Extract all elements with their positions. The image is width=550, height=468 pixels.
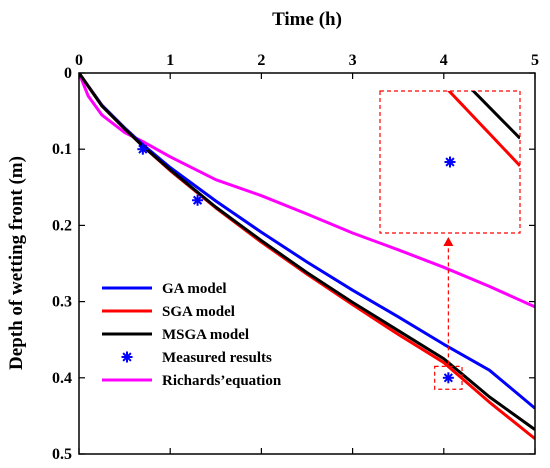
- legend-item-sga-model: SGA model: [102, 304, 235, 320]
- zoom-inset: [379, 0, 521, 390]
- y-axis-title: Depth of wetting front (m): [6, 156, 27, 370]
- y-tick-label: 0.5: [52, 446, 72, 463]
- y-tick-label: 0.3: [52, 294, 72, 311]
- measured-point-3: [442, 372, 454, 384]
- plot-frame: [78, 72, 536, 455]
- y-tick-label: 0.2: [52, 217, 72, 234]
- x-axis-title: Time (h): [272, 9, 342, 30]
- inset-series: [380, 0, 520, 167]
- legend-label: Richards’equation: [162, 373, 282, 389]
- zoom-source-box: [434, 365, 463, 390]
- inset-line-ga-model: [380, 0, 520, 18]
- measured-point-1: [137, 143, 149, 155]
- x-tick-label: 0: [75, 52, 83, 69]
- x-tick-label: 1: [166, 52, 174, 69]
- inset-measured-point: [444, 156, 456, 168]
- y-ticks: 0 0.1 0.2 0.3 0.4 0.5: [52, 65, 535, 463]
- y-tick-label: 0: [64, 65, 72, 82]
- legend-label: SGA model: [162, 304, 235, 320]
- y-tick-label: 0.4: [52, 370, 72, 387]
- inset-line-msga-model: [471, 91, 520, 140]
- x-tick-label: 5: [531, 52, 539, 69]
- legend-marker-icon: [121, 351, 133, 363]
- x-tick-label: 4: [440, 52, 448, 69]
- y-tick-label: 0.1: [52, 141, 72, 158]
- series-line-msga-model: [79, 73, 535, 431]
- legend-item-ga-model: GA model: [102, 281, 227, 297]
- markers-layer: [137, 143, 454, 384]
- legend-label: GA model: [162, 281, 227, 297]
- x-tick-label: 3: [349, 52, 357, 69]
- legend-item-msga-model: MSGA model: [102, 327, 249, 343]
- inset-line-sga-model: [447, 91, 520, 167]
- legend-item-measured-results: Measured results: [121, 350, 272, 366]
- legend-item-richards-equation: Richards’equation: [102, 373, 282, 389]
- measured-point-2: [192, 194, 204, 206]
- legend-label: MSGA model: [162, 327, 249, 343]
- zoom-arrow-head: [443, 237, 454, 246]
- legend: GA model SGA model MSGA model Measured resu…: [102, 281, 282, 389]
- series-layer: [79, 73, 535, 440]
- legend-label: Measured results: [162, 350, 272, 366]
- x-tick-label: 2: [257, 52, 265, 69]
- series-line-richards-equation: [79, 73, 535, 309]
- x-ticks: 0 1 2 3 4 5: [75, 52, 539, 454]
